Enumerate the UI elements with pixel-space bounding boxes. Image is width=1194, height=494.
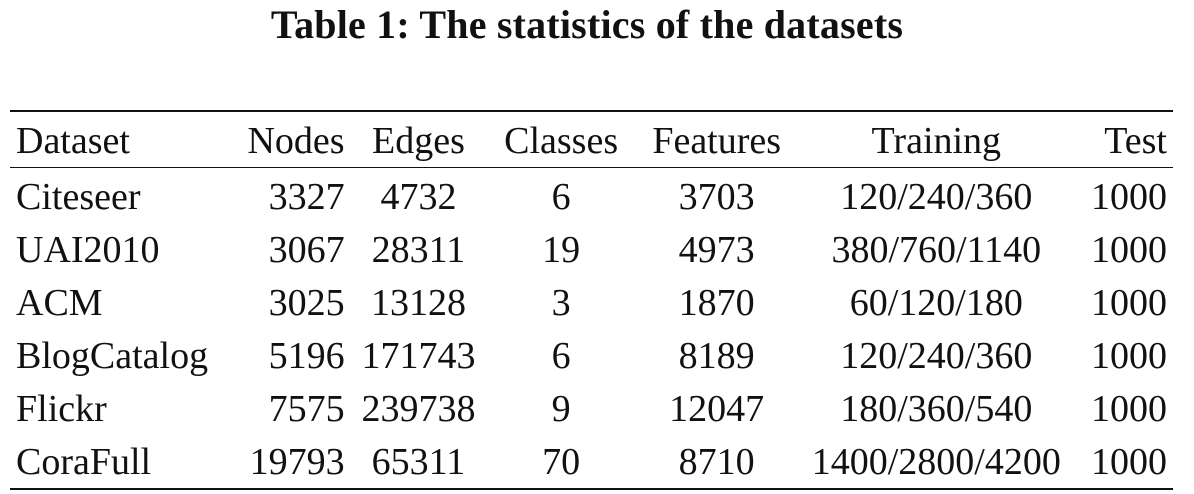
header-classes: Classes: [486, 111, 636, 168]
header-nodes: Nodes: [241, 111, 351, 168]
table-row: CoraFull 19793 65311 70 8710 1400/2800/4…: [10, 435, 1173, 489]
cell-training: 380/760/1140: [831, 228, 1042, 271]
cell-features: 8189: [678, 334, 755, 377]
cell-classes: 6: [551, 175, 571, 218]
cell-nodes: 19793: [249, 440, 345, 483]
header-features: Features: [635, 111, 798, 168]
cell-classes: 19: [542, 228, 581, 271]
cell-edges: 171743: [361, 334, 476, 377]
cell-dataset: UAI2010: [16, 228, 160, 271]
cell-training: 1400/2800/4200: [811, 440, 1061, 483]
table-row: Flickr 7575 239738 9 12047 180/360/540 1…: [10, 382, 1173, 435]
cell-dataset: ACM: [16, 281, 103, 324]
table-row: Citeseer 3327 4732 6 3703 120/240/360 10…: [10, 168, 1173, 224]
cell-features: 12047: [669, 387, 765, 430]
cell-test: 1000: [1091, 281, 1167, 324]
cell-training: 120/240/360: [840, 334, 1033, 377]
cell-features: 3703: [678, 175, 755, 218]
table-row: UAI2010 3067 28311 19 4973 380/760/1140 …: [10, 223, 1173, 276]
cell-edges: 239738: [361, 387, 476, 430]
table-caption: Table 1: The statistics of the datasets: [270, 2, 904, 47]
cell-test: 1000: [1091, 440, 1167, 483]
cell-nodes: 3327: [268, 175, 345, 218]
cell-classes: 6: [551, 334, 571, 377]
dataset-statistics-table: Dataset Nodes Edges Classes Features Tra…: [10, 110, 1173, 490]
cell-test: 1000: [1091, 334, 1167, 377]
header-training: Training: [797, 111, 1076, 168]
cell-test: 1000: [1091, 228, 1167, 271]
cell-features: 1870: [678, 281, 755, 324]
cell-test: 1000: [1091, 175, 1167, 218]
cell-features: 8710: [678, 440, 755, 483]
cell-training: 120/240/360: [840, 175, 1033, 218]
cell-classes: 9: [551, 387, 571, 430]
cell-features: 4973: [678, 228, 755, 271]
cell-dataset: Flickr: [16, 387, 107, 430]
cell-edges: 4732: [380, 175, 457, 218]
table-row: ACM 3025 13128 3 1870 60/120/180 1000: [10, 276, 1173, 329]
cell-dataset: CoraFull: [16, 440, 152, 483]
table-header: Dataset Nodes Edges Classes Features Tra…: [10, 111, 1173, 168]
cell-edges: 13128: [370, 281, 466, 324]
cell-test: 1000: [1091, 387, 1167, 430]
table-body: Citeseer 3327 4732 6 3703 120/240/360 10…: [10, 168, 1173, 490]
table-row: BlogCatalog 5196 171743 6 8189 120/240/3…: [10, 329, 1173, 382]
cell-dataset: Citeseer: [16, 175, 141, 218]
cell-edges: 28311: [371, 228, 466, 271]
cell-nodes: 7575: [268, 387, 345, 430]
cell-nodes: 5196: [268, 334, 345, 377]
cell-dataset: BlogCatalog: [16, 334, 209, 377]
cell-classes: 70: [542, 440, 581, 483]
header-test: Test: [1075, 111, 1173, 168]
cell-nodes: 3067: [268, 228, 345, 271]
cell-edges: 65311: [371, 440, 466, 483]
cell-training: 60/120/180: [849, 281, 1023, 324]
cell-nodes: 3025: [268, 281, 345, 324]
cell-classes: 3: [551, 281, 571, 324]
cell-training: 180/360/540: [840, 387, 1033, 430]
header-row: Dataset Nodes Edges Classes Features Tra…: [10, 111, 1173, 168]
header-dataset: Dataset: [10, 111, 242, 168]
header-edges: Edges: [350, 111, 487, 168]
